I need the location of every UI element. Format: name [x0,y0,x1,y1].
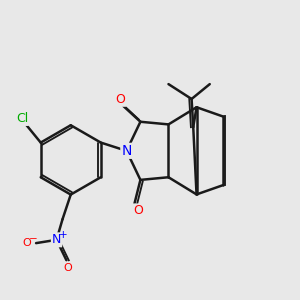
Text: O: O [22,238,31,248]
Text: O: O [116,93,125,106]
Text: N: N [52,233,61,246]
Text: +: + [59,230,68,239]
Text: Cl: Cl [16,112,28,125]
Text: O: O [133,204,143,218]
Text: −: − [29,234,38,244]
Text: N: N [121,144,132,158]
Text: O: O [64,262,73,273]
